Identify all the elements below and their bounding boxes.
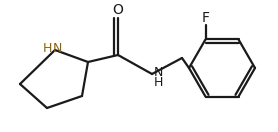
Text: H: H <box>153 76 163 88</box>
Text: N: N <box>52 43 62 55</box>
Text: F: F <box>202 11 210 25</box>
Text: O: O <box>113 3 123 17</box>
Text: N: N <box>153 65 163 79</box>
Text: H: H <box>42 43 52 55</box>
